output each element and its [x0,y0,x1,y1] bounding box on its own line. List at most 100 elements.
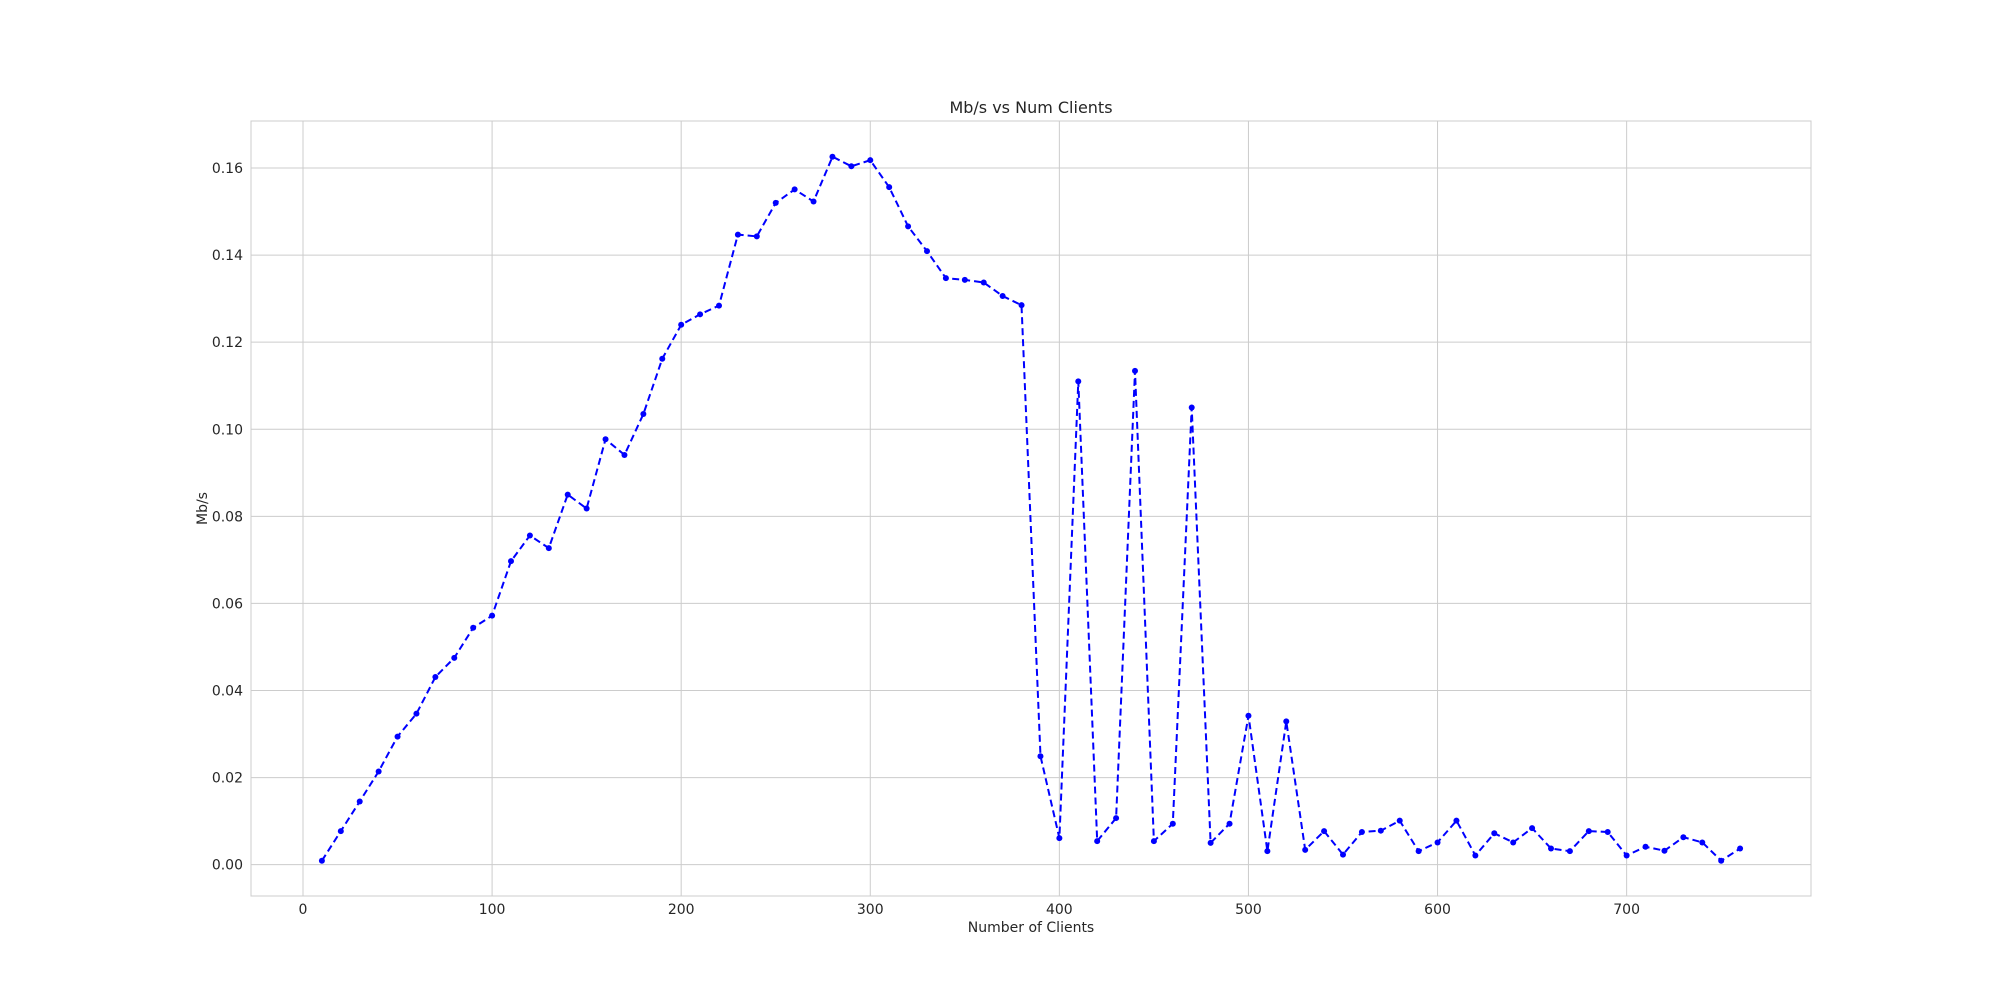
data-point [810,198,817,205]
data-point [1604,828,1611,835]
y-axis-ticks: 0.00 0.02 0.04 0.06 0.08 0.10 0.12 0.14 0.16 [212,161,243,874]
x-tick-label: 500 [1235,902,1262,918]
data-point [753,233,760,240]
data-point [602,436,609,443]
data-point [1283,718,1290,725]
data-point [1699,839,1706,846]
data-point [1245,712,1252,719]
data-point [1075,378,1082,385]
data-point [1113,815,1120,822]
data-point [413,710,420,717]
x-axis-title: Number of Clients [968,920,1094,936]
data-point [1302,846,1309,853]
data-point [356,798,363,805]
chart-title: Mb/s vs Num Clients [949,98,1112,117]
data-point [1737,845,1744,852]
data-point [1226,820,1233,827]
data-point [526,532,533,539]
data-point [375,768,382,775]
data-point [470,624,477,631]
data-point [1718,857,1725,864]
data-point [848,163,855,170]
x-tick-label: 200 [668,902,695,918]
y-tick-label: 0.14 [212,248,243,264]
data-point [1548,845,1554,852]
y-tick-label: 0.00 [212,858,243,874]
data-point [1056,835,1063,842]
data-point [1510,839,1517,846]
data-point [640,411,647,418]
data-point [432,673,439,680]
data-point [697,311,704,318]
data-point [829,153,836,160]
data-point [451,654,458,661]
data-point [905,223,912,230]
data-point [1453,817,1460,824]
data-point [1132,367,1138,374]
data-point [1566,848,1573,855]
data-point [1642,843,1649,850]
data-point [659,355,666,362]
data-point [1529,825,1536,832]
data-point [489,612,496,619]
x-tick-label: 400 [1046,902,1073,918]
data-point [1150,838,1157,845]
series-line [321,155,1741,862]
data-point [1358,828,1365,835]
data-point [621,451,628,458]
data-point [1018,302,1025,309]
data-point [716,302,722,309]
data-point [1491,830,1498,837]
data-point [886,184,893,191]
data-point [394,733,401,740]
data-point [1207,839,1214,846]
data-point [1434,839,1441,846]
x-tick-label: 0 [299,902,308,918]
data-point [1188,404,1195,411]
data-point [867,157,874,164]
y-tick-label: 0.04 [212,683,243,699]
series-points [318,153,1744,864]
data-point [1321,828,1328,835]
x-tick-label: 600 [1424,902,1451,918]
x-tick-label: 700 [1613,902,1640,918]
y-tick-label: 0.06 [212,596,243,612]
data-point [734,231,741,238]
data-point [1264,848,1271,855]
x-axis-ticks: 0 100 200 300 400 500 600 700 [299,902,1640,918]
y-tick-label: 0.08 [212,509,243,525]
data-point [1094,838,1101,845]
data-point [1377,827,1384,834]
data-point [1169,820,1176,827]
data-point [1680,834,1687,841]
data-point [318,857,325,864]
plot-area-frame [250,120,1812,897]
data-point [924,248,930,255]
y-tick-label: 0.02 [212,771,243,787]
data-point [1661,847,1668,854]
data-point [1585,828,1592,835]
x-tick-label: 100 [479,902,506,918]
data-point [1623,852,1630,859]
y-axis-title: Mb/s [195,492,211,525]
data-point [942,275,949,282]
x-tick-label: 300 [857,902,884,918]
data-point [1340,851,1346,858]
data-point [980,279,987,286]
data-point [1396,817,1403,824]
data-point [1037,753,1044,760]
y-tick-label: 0.16 [212,161,243,177]
data-point [961,276,968,283]
data-point [564,491,571,498]
data-point [678,321,685,328]
data-point [772,199,779,206]
data-point [1415,848,1422,855]
y-tick-label: 0.12 [212,335,243,351]
data-point [583,505,590,512]
data-point [999,293,1006,300]
data-point [545,545,552,552]
data-point [508,558,514,565]
data-point [337,828,344,835]
data-point [1472,852,1479,859]
